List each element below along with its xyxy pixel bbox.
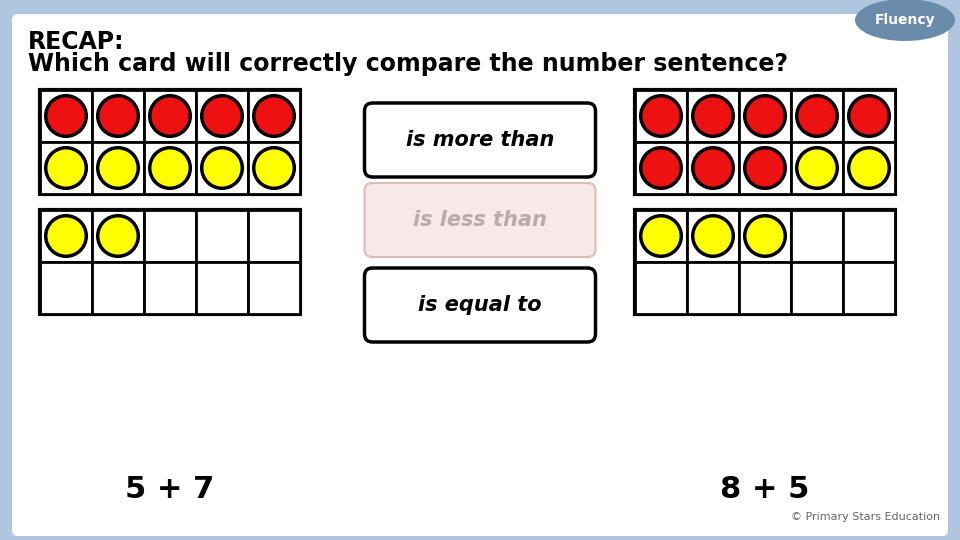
Text: Fluency: Fluency bbox=[875, 13, 935, 27]
Bar bbox=[92, 262, 144, 314]
Bar bbox=[687, 90, 739, 142]
Bar bbox=[635, 210, 687, 262]
Bar bbox=[635, 210, 895, 314]
Ellipse shape bbox=[849, 148, 889, 188]
Bar bbox=[791, 142, 843, 194]
Ellipse shape bbox=[98, 96, 138, 136]
Ellipse shape bbox=[98, 215, 138, 256]
Ellipse shape bbox=[202, 148, 242, 188]
Text: 5 + 7: 5 + 7 bbox=[126, 476, 215, 504]
Text: Which card will correctly compare the number sentence?: Which card will correctly compare the nu… bbox=[28, 52, 788, 76]
Bar bbox=[40, 90, 300, 194]
Bar bbox=[248, 262, 300, 314]
Bar bbox=[791, 90, 843, 142]
Bar bbox=[144, 90, 196, 142]
Text: © Primary Stars Education: © Primary Stars Education bbox=[791, 512, 940, 522]
Bar bbox=[144, 262, 196, 314]
Ellipse shape bbox=[253, 96, 295, 136]
Bar bbox=[843, 262, 895, 314]
Text: is more than: is more than bbox=[406, 130, 554, 150]
Text: 8 + 5: 8 + 5 bbox=[720, 476, 809, 504]
FancyBboxPatch shape bbox=[12, 14, 948, 536]
Bar bbox=[40, 90, 92, 142]
Bar bbox=[687, 142, 739, 194]
Bar bbox=[635, 142, 687, 194]
Text: is equal to: is equal to bbox=[419, 295, 541, 315]
Bar bbox=[791, 210, 843, 262]
Bar bbox=[248, 210, 300, 262]
Ellipse shape bbox=[202, 96, 242, 136]
Ellipse shape bbox=[640, 215, 682, 256]
Ellipse shape bbox=[693, 215, 733, 256]
Bar bbox=[843, 90, 895, 142]
Ellipse shape bbox=[693, 148, 733, 188]
Text: RECAP:: RECAP: bbox=[28, 30, 125, 54]
FancyBboxPatch shape bbox=[365, 183, 595, 257]
Bar bbox=[92, 90, 144, 142]
Bar bbox=[635, 90, 895, 194]
Bar bbox=[739, 90, 791, 142]
Ellipse shape bbox=[98, 148, 138, 188]
Bar bbox=[843, 210, 895, 262]
Bar bbox=[739, 210, 791, 262]
Bar bbox=[144, 142, 196, 194]
Text: is less than: is less than bbox=[413, 210, 547, 230]
Bar bbox=[791, 262, 843, 314]
Ellipse shape bbox=[745, 148, 785, 188]
Ellipse shape bbox=[745, 215, 785, 256]
Bar bbox=[40, 262, 92, 314]
Bar bbox=[843, 142, 895, 194]
Ellipse shape bbox=[640, 96, 682, 136]
Bar bbox=[196, 90, 248, 142]
Bar bbox=[92, 142, 144, 194]
Bar bbox=[196, 142, 248, 194]
Bar bbox=[40, 142, 92, 194]
Ellipse shape bbox=[797, 148, 837, 188]
Bar bbox=[635, 90, 687, 142]
Ellipse shape bbox=[745, 96, 785, 136]
Bar bbox=[248, 142, 300, 194]
Bar bbox=[92, 210, 144, 262]
Ellipse shape bbox=[150, 96, 190, 136]
FancyBboxPatch shape bbox=[365, 268, 595, 342]
Bar bbox=[196, 210, 248, 262]
Bar bbox=[248, 90, 300, 142]
Ellipse shape bbox=[693, 96, 733, 136]
Ellipse shape bbox=[640, 148, 682, 188]
Ellipse shape bbox=[253, 148, 295, 188]
Bar bbox=[40, 210, 300, 314]
Bar bbox=[739, 262, 791, 314]
Bar bbox=[687, 262, 739, 314]
Ellipse shape bbox=[849, 96, 889, 136]
Bar bbox=[739, 142, 791, 194]
Ellipse shape bbox=[46, 215, 86, 256]
Ellipse shape bbox=[797, 96, 837, 136]
Ellipse shape bbox=[46, 148, 86, 188]
Bar bbox=[144, 210, 196, 262]
Bar bbox=[40, 210, 92, 262]
FancyBboxPatch shape bbox=[365, 103, 595, 177]
Bar bbox=[687, 210, 739, 262]
Ellipse shape bbox=[46, 96, 86, 136]
Ellipse shape bbox=[150, 148, 190, 188]
Ellipse shape bbox=[855, 0, 955, 41]
Bar bbox=[635, 262, 687, 314]
Bar bbox=[196, 262, 248, 314]
